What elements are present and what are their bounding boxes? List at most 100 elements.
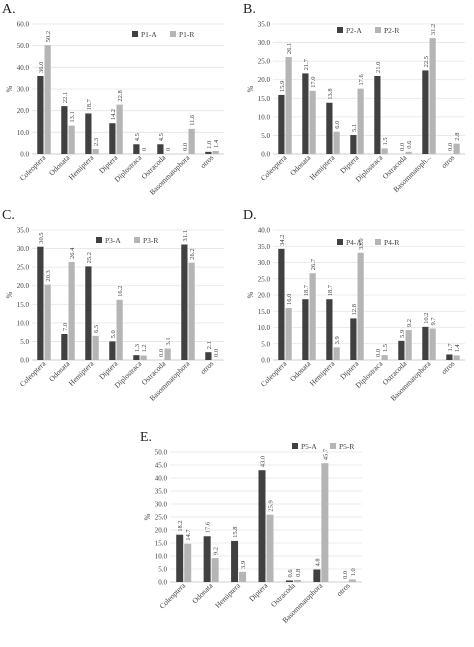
bar-P5-R [293,579,301,582]
y-tick-label: 0.0 [261,151,270,159]
data-label: 4.5 [134,133,141,141]
data-label: 17.0 [310,76,317,87]
data-label: 18.7 [303,284,310,296]
data-label: 1.4 [454,344,461,353]
data-label: 1.7 [447,343,454,352]
data-label: 5.9 [399,330,406,338]
chart-panel-a: A. 0.0 10.0 20.0 30.0 40.0 50.0 60.0% 36.0 50.2 C… [2,2,230,214]
y-tick-label: 35.0 [155,488,168,496]
bar-P1-R [44,45,51,154]
legend-label: P3-R [143,236,158,245]
chart-svg-c: 0.05.010.015.020.025.030.035.0%30.520.3C… [5,227,224,403]
y-tick-label: 20.0 [258,292,271,300]
bar-P2-R [405,151,412,154]
bar-P3-A [133,355,140,360]
category-label: Hemiptera [308,153,337,182]
bar-P4-A [398,340,405,360]
y-tick-label: 35.0 [258,243,271,251]
data-label: 3.1 [165,337,172,345]
category-label: Diptera [97,153,120,176]
data-label: 36.0 [38,62,45,73]
data-label: 0 [165,148,172,151]
bar-P4-R [429,328,436,360]
y-tick-label: 0.0 [261,357,270,365]
legend-label: P2-R [384,26,399,35]
y-tick-label: 10.0 [258,113,271,121]
y-tick-label: 25.0 [155,514,168,522]
bar-P1-R [68,125,75,154]
category-label: Diplostraca [354,153,385,184]
bar-P2-R [309,90,316,154]
bar-P2-R [429,38,436,154]
y-tick-label: 25.0 [258,275,271,283]
legend-swatch-P3-A [96,237,102,243]
category-label: Diptera [97,359,120,382]
y-tick-label: 50.0 [155,449,168,457]
chart-svg-d: 0.0 5.0 10.0 15.0 20.0 25.0 30.0 35.0 40.0% 34.2 1… [246,227,465,403]
bar-P3-R [92,335,99,360]
category-label: Diplostraca [113,153,144,184]
category-label: Diptera [247,581,270,604]
category-label: Hemiptera [67,359,96,388]
data-label: 3.9 [240,561,247,569]
chart-panel-e: E. 0.0 5.0 10.0 15.0 20.0 25.0 30.0 35.0 40.0 45.… [140,430,368,642]
y-tick-label: 5.0 [20,338,29,346]
chart-svg-b: 0.05.010.015.020.025.030.035.0% 15.926.1C… [246,21,465,194]
bar-P2-R [333,131,340,154]
data-label: 26.7 [310,258,317,270]
category-label: otros [439,359,456,376]
data-label: 50.2 [45,31,52,42]
bar-P3-A [85,266,92,360]
bar-P3-R [140,355,147,360]
panel-label: E. [140,430,153,445]
bar-P4-R [453,355,460,360]
data-label: 1.5 [382,137,389,145]
data-label: 15.8 [232,527,239,538]
legend-label: P5-R [339,442,354,451]
bar-P3-A [61,334,68,360]
chart-panel-c: C. 0.0 5.0 10.0 15.0 20.0 25.0 30.0 35.0% 30.5 20… [2,208,230,420]
data-label: 10.2 [423,312,430,323]
bar-P4-A [446,354,453,360]
y-tick-label: 10.0 [17,129,30,137]
legend-label: P4-A [346,238,362,247]
y-tick-label: 5.0 [261,132,270,140]
bar-P4-R [381,355,388,360]
bar-P5-A [231,540,239,582]
y-tick-label: 0.0 [20,357,29,365]
legend-swatch-P4-A [337,239,343,245]
bar-P3-R [44,284,51,360]
category-label: Diplostraca [113,359,144,390]
y-tick-label: 30.0 [258,259,271,267]
data-label: 6.5 [93,325,100,333]
y-tick-label: 0.0 [20,151,29,159]
y-tick-label: 40.0 [258,227,271,235]
y-tick-label: 5.0 [158,566,167,574]
y-tick-label: 60.0 [17,21,30,29]
bar-P4-R [309,273,316,360]
y-tick-label: 20.0 [258,76,271,84]
data-label: 22.5 [423,56,430,67]
data-label: 5.1 [351,124,358,132]
data-label: 1.5 [382,344,389,352]
data-label: 18.7 [327,284,334,296]
y-axis-label: % [143,513,152,520]
data-label: 13.1 [69,111,76,122]
data-label: 13.8 [327,88,334,99]
data-label: 3.9 [334,336,341,344]
data-label: 25.2 [86,252,93,263]
category-label: otros [335,581,352,598]
bar-P4-R [285,308,292,360]
data-label: 0.0 [447,143,454,151]
bar-P5-A [313,569,321,582]
data-label: 30.5 [38,232,45,243]
chart-panel-d: D. 0.0 5.0 10.0 15.0 20.0 25.0 30.0 35.0 40.0% 34… [243,208,471,420]
data-label: 26.1 [286,43,293,54]
legend-swatch-P2-A [337,27,343,33]
bar-P1-A [157,144,164,154]
y-tick-label: 45.0 [155,462,168,470]
y-tick-label: 30.0 [155,501,168,509]
bar-P2-R [357,88,364,154]
bar-P1-A [109,123,116,154]
bar-P2-R [453,143,460,154]
